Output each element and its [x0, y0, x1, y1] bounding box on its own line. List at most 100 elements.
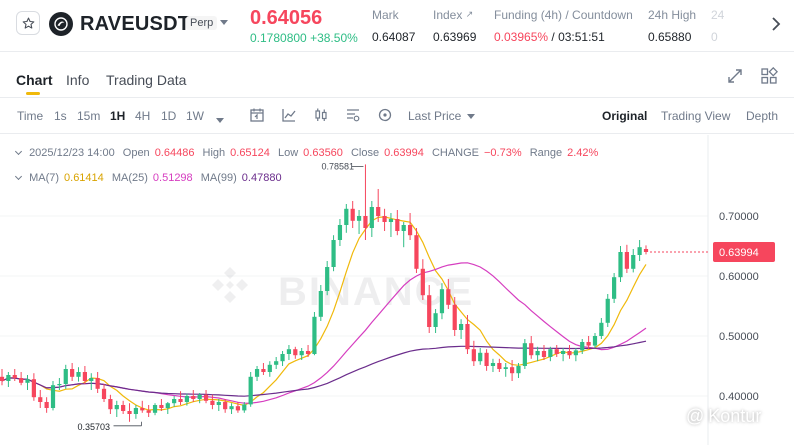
expand-icon[interactable]	[725, 66, 745, 86]
calendar-icon[interactable]	[248, 106, 266, 124]
candle-body	[420, 268, 425, 296]
candle	[624, 244, 629, 273]
candle	[522, 339, 527, 369]
tab-trading-data[interactable]: Trading Data	[106, 72, 187, 88]
contract-type-badge: Perp	[186, 16, 218, 30]
candle	[618, 246, 623, 282]
legend-collapse-chevron-icon[interactable]	[14, 147, 23, 156]
change-percent: +38.50%	[310, 31, 358, 45]
candle	[643, 245, 649, 255]
candle	[293, 346, 298, 359]
index-value: 0.63969	[433, 30, 477, 44]
favorite-star-icon[interactable]	[16, 11, 40, 35]
candle	[535, 346, 540, 362]
legend-range: 2.42%	[567, 147, 599, 159]
candle-body	[191, 396, 196, 399]
candle	[25, 375, 30, 390]
candle	[89, 373, 94, 390]
scroll-right-chevron-icon[interactable]	[764, 10, 788, 38]
ma-legend: MA(7) 0.61414 MA(25) 0.51298 MA(99) 0.47880	[14, 172, 287, 184]
symbol-name[interactable]: RAVEUSDT	[80, 13, 191, 35]
interval-1s[interactable]: 1s	[54, 109, 67, 123]
candle	[331, 235, 336, 272]
candle	[567, 345, 572, 359]
index-info-icon[interactable]: ↗	[465, 9, 474, 19]
candle-body	[82, 372, 87, 381]
candle-body	[446, 289, 451, 305]
indicator-chart-icon[interactable]	[280, 106, 298, 124]
candle	[133, 405, 139, 419]
layout-grid-icon[interactable]	[759, 66, 779, 86]
candle-body	[573, 350, 578, 356]
tabs-divider	[0, 97, 794, 98]
chart-settings-icon[interactable]	[344, 106, 362, 124]
candle	[191, 390, 196, 402]
candle	[140, 400, 145, 413]
symbol-dropdown-caret-icon[interactable]	[220, 20, 228, 25]
mark-value: 0.64087	[372, 30, 416, 44]
candle	[401, 222, 406, 248]
watermark-text: Kontur	[708, 405, 762, 426]
candle-body	[299, 351, 304, 356]
candle-body	[133, 408, 139, 414]
time-label[interactable]: Time	[17, 109, 44, 123]
candle	[274, 357, 279, 369]
candle	[465, 315, 470, 354]
stat-funding: Funding (4h) / Countdown 0.03965% / 03:5…	[494, 8, 633, 44]
tab-chart[interactable]: Chart	[16, 72, 53, 88]
candle-type-icon[interactable]	[312, 106, 330, 124]
candle	[503, 363, 508, 377]
interval-1d[interactable]: 1D	[161, 109, 177, 123]
price-change: 0.1780800 +38.50%	[250, 31, 358, 45]
candle	[631, 249, 636, 273]
candlestick-chart[interactable]: BINANCE 0.70000 0.60000 0.50000 0.40000 0.63…	[0, 135, 794, 445]
y-axis-tick-label: 0.60000	[719, 271, 759, 283]
background-logo-icon	[212, 267, 248, 303]
candle-body	[184, 396, 190, 402]
candle-body	[305, 351, 311, 354]
candle	[280, 351, 285, 366]
ma-legend-collapse-chevron-icon[interactable]	[14, 172, 23, 181]
interval-1w[interactable]: 1W	[186, 109, 204, 123]
candle-body	[70, 369, 75, 377]
tab-info[interactable]: Info	[66, 72, 90, 88]
candle-body	[159, 405, 164, 408]
price-type-select[interactable]: Last Price	[408, 109, 476, 123]
interval-4h[interactable]: 4H	[135, 109, 151, 123]
candle	[414, 228, 419, 273]
candle-body	[407, 225, 413, 236]
legend-ma7: 0.61414	[64, 172, 104, 184]
funding-rate: 0.03965%	[494, 30, 549, 44]
price-type-label: Last Price	[408, 109, 462, 123]
candle	[407, 213, 413, 240]
candle	[261, 363, 266, 375]
view-original[interactable]: Original	[602, 109, 648, 123]
drawing-tool-icon[interactable]	[376, 106, 394, 124]
candle-body	[165, 403, 170, 408]
interval-15m[interactable]: 15m	[77, 109, 101, 123]
view-depth[interactable]: Depth	[746, 109, 779, 123]
candle-body	[561, 351, 566, 354]
legend-change-label: CHANGE	[431, 147, 479, 159]
candle-body	[522, 343, 527, 366]
candle-body	[356, 216, 362, 221]
candle-body	[293, 349, 298, 356]
candle	[599, 318, 604, 339]
candle	[108, 394, 113, 414]
candle	[254, 366, 260, 381]
y-axis-tick-label: 0.40000	[719, 391, 759, 403]
candle	[6, 372, 11, 387]
candle-body	[612, 277, 617, 299]
candle	[612, 273, 617, 303]
interval-dropdown-caret-icon[interactable]	[216, 113, 224, 127]
candle	[458, 319, 464, 339]
high-annotation-label: 0.78581	[321, 161, 354, 171]
interval-1h[interactable]: 1H	[110, 109, 126, 123]
mark-label: Mark	[372, 8, 399, 22]
candle	[509, 360, 515, 381]
candle-body	[471, 349, 476, 362]
chart-area[interactable]: BINANCE 0.70000 0.60000 0.50000 0.40000 0.63…	[0, 135, 794, 445]
view-trading-view[interactable]: Trading View	[661, 109, 731, 123]
legend-change: −0.73%	[484, 147, 522, 159]
candle-body	[484, 352, 489, 366]
